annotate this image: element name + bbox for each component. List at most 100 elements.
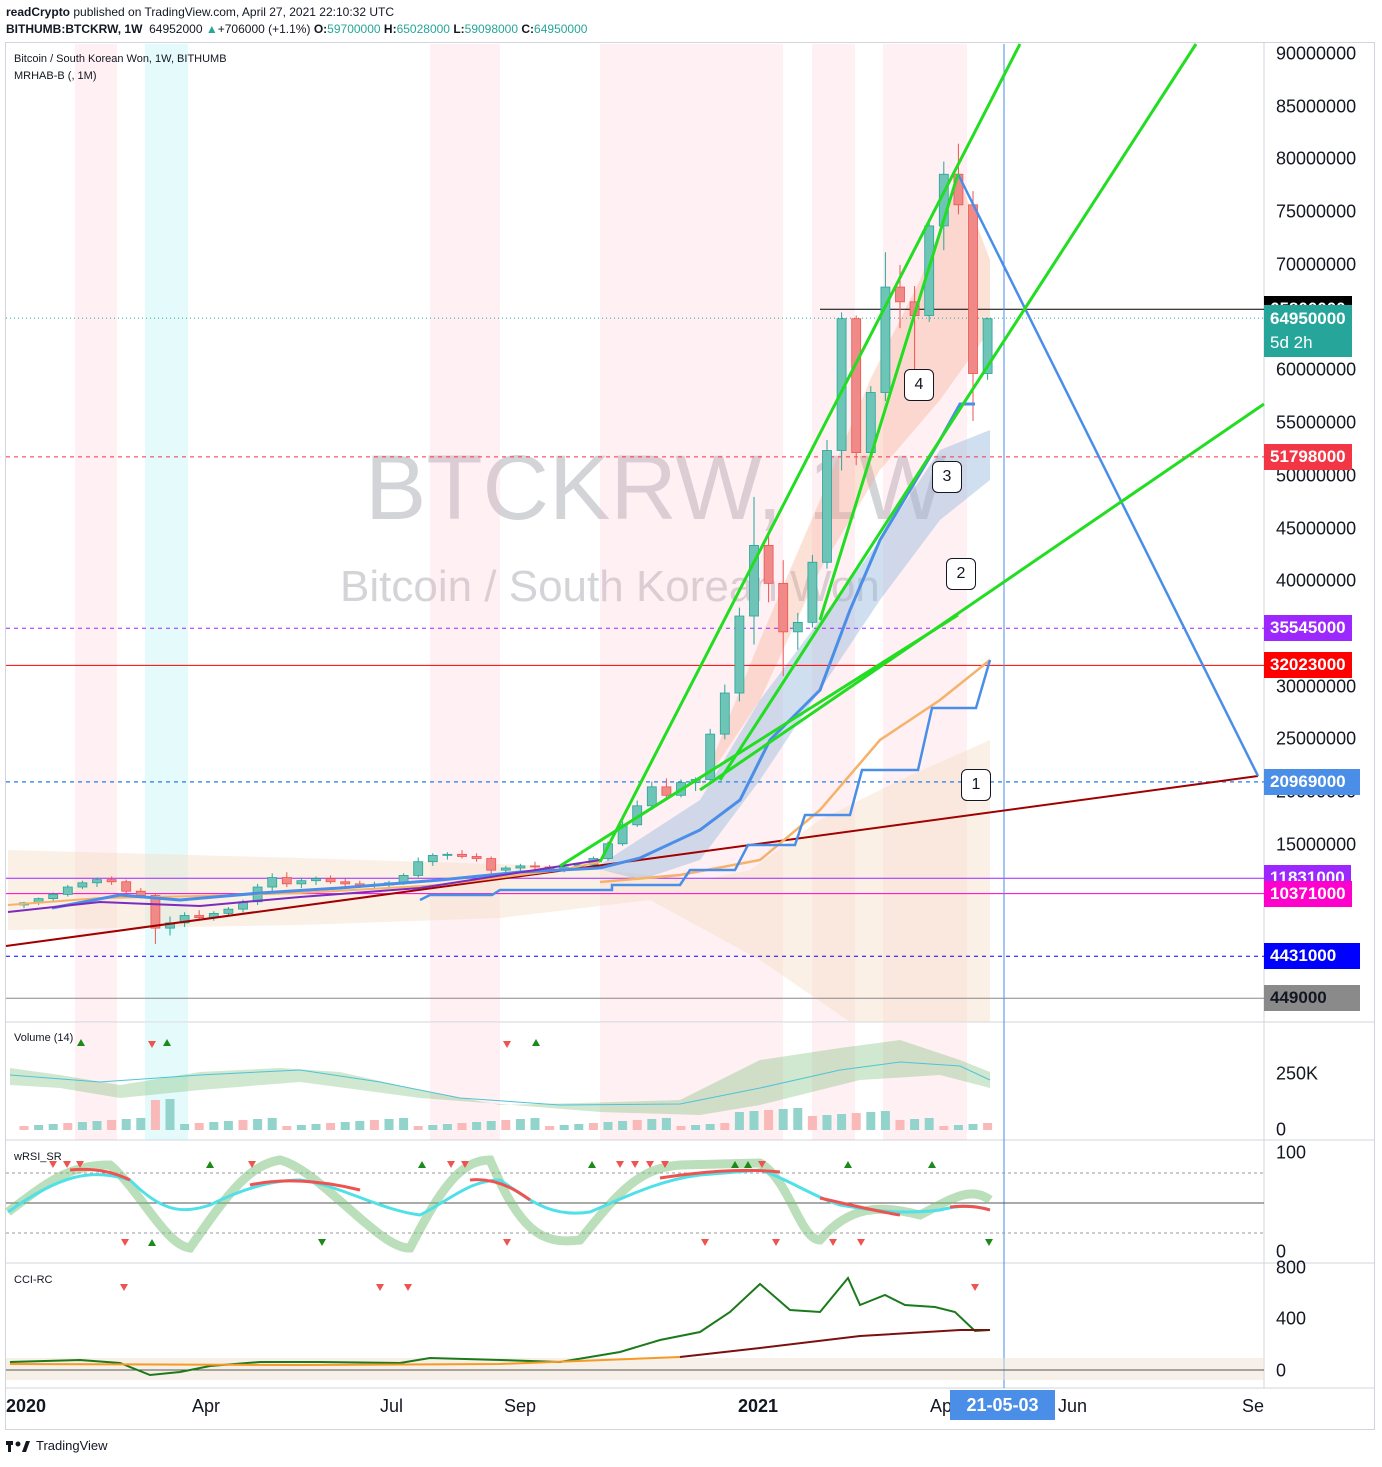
volume-bar (603, 1122, 613, 1130)
candle-body (223, 908, 234, 914)
signal-arrow (376, 1284, 384, 1291)
price-label: 35545000 (1264, 615, 1352, 642)
signal-arrow (148, 1041, 156, 1048)
y-tick: 45000000 (1276, 518, 1357, 539)
candle-body (719, 692, 730, 735)
volume-bar (150, 1100, 160, 1130)
signal-arrow (120, 1284, 128, 1291)
signal-arrow (661, 1161, 669, 1168)
volume-bar (311, 1124, 321, 1130)
highlight-column (145, 44, 188, 1022)
volume-bar (428, 1125, 438, 1130)
x-tick: Ap (930, 1396, 953, 1416)
legend-indicator: MRHAB-B (, 1M) (14, 70, 97, 82)
candle-body (968, 204, 978, 374)
volume-bar (968, 1124, 978, 1130)
signal-arrow (701, 1239, 709, 1246)
volume-bar (296, 1125, 306, 1130)
y-tick: 70000000 (1276, 254, 1357, 275)
volume-bar (19, 1126, 29, 1130)
y-tick: 55000000 (1276, 412, 1357, 433)
step-line (419, 659, 992, 902)
x-tick: Apr (192, 1396, 221, 1416)
volume-bar (588, 1123, 598, 1130)
price-label: 10371000 (1264, 880, 1352, 907)
signal-arrow (744, 1161, 752, 1168)
volume-bar (486, 1121, 496, 1130)
candle-body (471, 856, 482, 859)
volume-bar (632, 1120, 642, 1130)
candle-body (749, 544, 759, 617)
volume-bar (822, 1115, 832, 1130)
cci-tick: 400 (1276, 1308, 1307, 1329)
volume-bar (384, 1119, 394, 1130)
volume-bar (910, 1119, 920, 1130)
orange-ma (599, 659, 991, 884)
price-label: 20969000 (1264, 768, 1360, 795)
candle-body (778, 582, 789, 633)
volume-bar (661, 1118, 671, 1130)
volume-bar (472, 1122, 482, 1130)
signal-arrow (418, 1161, 426, 1168)
candle-body (106, 879, 117, 883)
green-fan-line (598, 43, 1022, 863)
purple-ma (7, 859, 601, 913)
volume-bar (691, 1125, 701, 1130)
y-tick: 15000000 (1276, 834, 1357, 855)
signal-arrow (76, 1161, 84, 1168)
chart-frame (5, 42, 1375, 1430)
volume-bar (983, 1123, 993, 1130)
volume-bar (92, 1121, 102, 1130)
x-tick: Jun (1058, 1396, 1088, 1416)
y-tick: 80000000 (1276, 148, 1357, 169)
candle-body (281, 877, 292, 885)
candle-body (179, 915, 190, 924)
signal-arrow (206, 1161, 214, 1168)
signal-arrow (503, 1239, 511, 1246)
green-fan-line (699, 402, 1265, 792)
candle-body (734, 615, 745, 694)
volume-bar (48, 1124, 58, 1130)
blue-diagonal (956, 173, 1260, 777)
wrsi-ribbon (5, 1155, 993, 1253)
legend-title: Bitcoin / South Korean Won, 1W, BITHUMB (14, 53, 227, 65)
x-tick: 2021 (738, 1396, 779, 1416)
candle-body (267, 877, 278, 888)
candle-body (822, 450, 832, 563)
volume-bar (574, 1124, 584, 1130)
y-tick: 85000000 (1276, 96, 1357, 117)
volume-bar (194, 1123, 204, 1130)
footer-brand[interactable]: TradingView (6, 1438, 108, 1453)
legend-wrsi: wRSI_SR (14, 1151, 62, 1163)
signal-arrow (631, 1161, 639, 1168)
signal-arrow (758, 1161, 766, 1168)
volume-bar (807, 1116, 817, 1130)
cci-tick: 800 (1276, 1257, 1307, 1278)
volume-bar (530, 1118, 540, 1130)
legend-volume: Volume (14) (14, 1032, 74, 1044)
volume-bar (413, 1126, 423, 1130)
signal-arrow (121, 1239, 129, 1246)
volume-tick: 250K (1276, 1063, 1319, 1084)
volume-bar (369, 1120, 379, 1130)
signal-arrow (77, 1039, 85, 1046)
volume-tick: 0 (1276, 1119, 1287, 1140)
cloud-band (595, 430, 990, 880)
volume-bar (180, 1124, 190, 1130)
signal-arrow (447, 1161, 455, 1168)
volume-cloud (10, 1040, 990, 1115)
candle-body (442, 853, 453, 856)
volume-bar (457, 1123, 467, 1130)
candle-body (296, 880, 307, 885)
candle-body (792, 621, 803, 633)
volume-bar (720, 1123, 730, 1130)
signal-arrow (318, 1239, 326, 1246)
volume-bar (895, 1120, 905, 1130)
volume-bar (355, 1121, 365, 1130)
volume-bar (676, 1126, 686, 1130)
watermark-name: Bitcoin / South Korean Won (340, 562, 880, 611)
candle-body (413, 861, 424, 876)
y-tick: 90000000 (1276, 43, 1357, 64)
crosshair-date-label: 21-05-03 (950, 1390, 1055, 1420)
